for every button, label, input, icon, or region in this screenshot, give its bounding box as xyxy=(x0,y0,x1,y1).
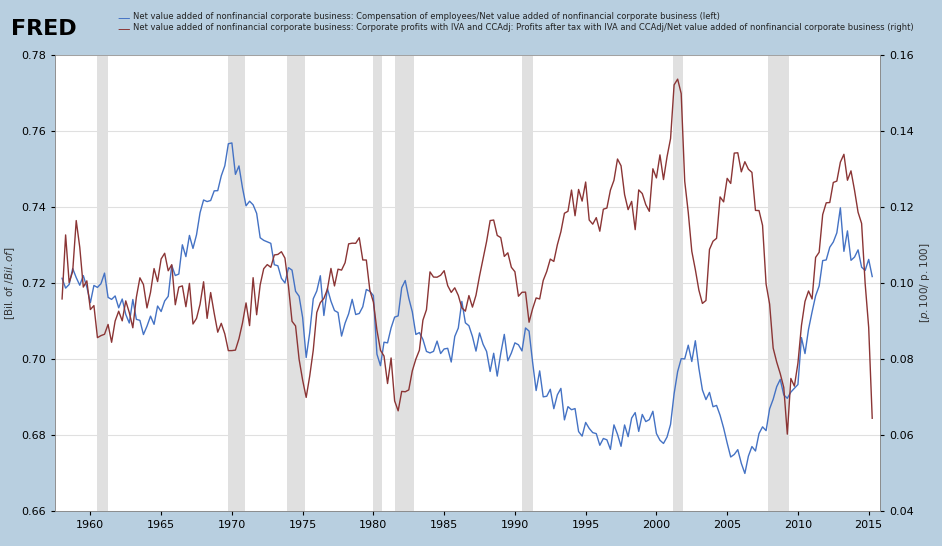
Bar xyxy=(373,55,382,511)
Text: —: — xyxy=(118,12,130,25)
Bar xyxy=(228,55,245,511)
Text: Net value added of nonfinancial corporate business: Corporate profits with IVA a: Net value added of nonfinancial corporat… xyxy=(133,23,914,32)
Y-axis label: [Bil. of $/Bil. of $]: [Bil. of $/Bil. of $] xyxy=(3,246,17,320)
Bar xyxy=(287,55,305,511)
Bar xyxy=(395,55,414,511)
Bar xyxy=(769,55,789,511)
Text: —: — xyxy=(118,23,130,36)
Text: Net value added of nonfinancial corporate business: Compensation of employees/Ne: Net value added of nonfinancial corporat… xyxy=(133,12,720,21)
Y-axis label: [$ p. 100/$ p. 100]: [$ p. 100/$ p. 100] xyxy=(918,242,932,323)
Bar xyxy=(97,55,108,511)
Bar xyxy=(674,55,683,511)
Text: FRED: FRED xyxy=(11,19,77,39)
Bar xyxy=(522,55,533,511)
